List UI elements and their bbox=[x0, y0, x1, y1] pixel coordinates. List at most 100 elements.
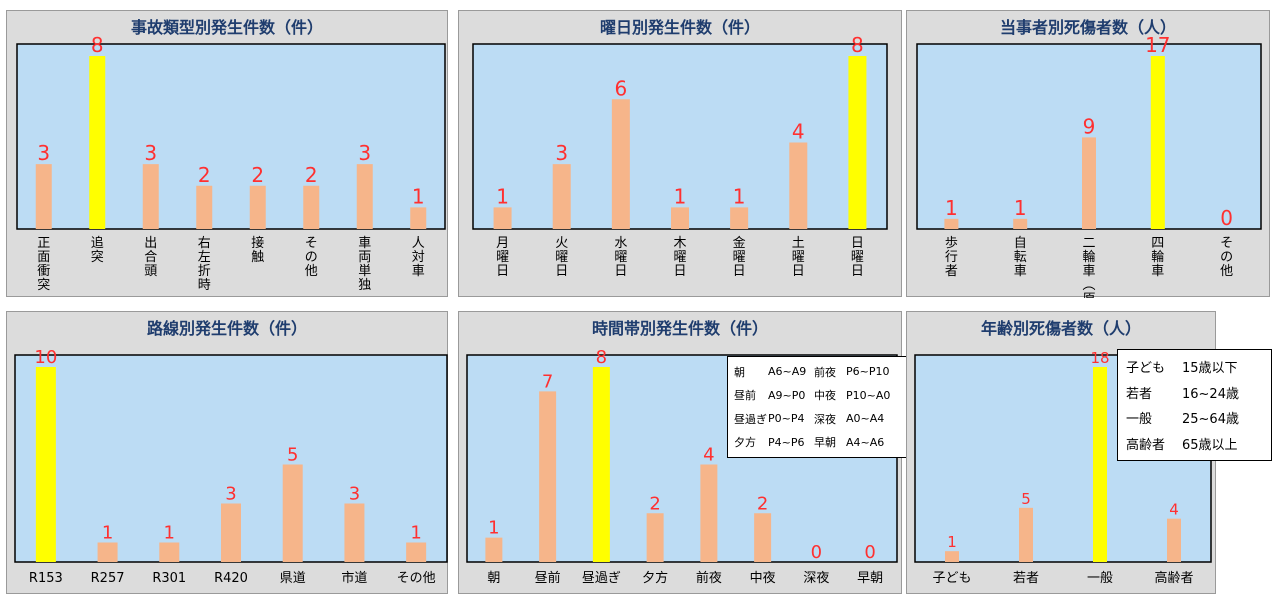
tick-label: そ bbox=[305, 236, 318, 251]
tick-label: そ bbox=[1220, 236, 1233, 251]
tick-label: 自 bbox=[1014, 236, 1027, 251]
tick-label: 時 bbox=[198, 278, 211, 293]
tick-label: 他 bbox=[1220, 264, 1233, 279]
legend-row: 高齢者 65歳以上 bbox=[1126, 431, 1263, 457]
tick-label: 若者 bbox=[1013, 570, 1039, 586]
tick-label: 原 bbox=[1082, 292, 1095, 298]
tick-label: 朝 bbox=[487, 571, 500, 586]
tick-label: その他 bbox=[397, 571, 436, 586]
tick-label: R257 bbox=[91, 571, 125, 586]
data-label: 1 bbox=[674, 184, 687, 208]
tick-label: 日 bbox=[733, 264, 746, 279]
tick-label: 月 bbox=[496, 236, 509, 251]
chart-title: 当事者別死傷者数（人） bbox=[999, 18, 1176, 37]
bar bbox=[1013, 218, 1028, 229]
chart-title: 年齢別死傷者数（人） bbox=[980, 319, 1141, 338]
bar bbox=[485, 537, 503, 562]
plot-area bbox=[472, 43, 888, 230]
data-label: 1 bbox=[733, 184, 746, 208]
bar bbox=[35, 367, 56, 562]
legend-cell: 昼前 bbox=[734, 389, 756, 403]
tick-label: 前夜 bbox=[696, 570, 722, 586]
tick-label: 衝 bbox=[37, 264, 50, 279]
legend-row: 朝 A6~A9 前夜 P6~P10 bbox=[734, 360, 906, 384]
data-label: 3 bbox=[358, 141, 371, 165]
chart-panel-route: 路線別発生件数（件） 10 R153 1 R257 1 R301 3 R420 5 県道 3 市道 1 そ… bbox=[6, 311, 448, 594]
tick-label: R420 bbox=[214, 571, 248, 586]
chart-title: 事故類型別発生件数（件） bbox=[130, 18, 323, 37]
tick-label: 追 bbox=[91, 235, 104, 251]
legend-cell: 朝 bbox=[734, 365, 745, 379]
age-legend: 子ども 15歳以下 若者 16~24歳 一般 25~64歳 高齢者 65歳以上 bbox=[1117, 349, 1272, 461]
tick-label: 早朝 bbox=[857, 571, 883, 586]
tick-label: 曜 bbox=[673, 250, 686, 265]
tick-label: 曜 bbox=[851, 250, 864, 265]
bar bbox=[1167, 518, 1181, 562]
tick-label: 両 bbox=[358, 250, 371, 265]
legend-cell: P6~P10 bbox=[846, 365, 890, 379]
legend-row: 夕方 P4~P6 早朝 A4~A6 bbox=[734, 431, 906, 455]
bar bbox=[1082, 137, 1096, 229]
data-label: 2 bbox=[649, 493, 660, 514]
bar bbox=[89, 56, 106, 229]
data-label: 4 bbox=[792, 120, 805, 144]
bar bbox=[159, 542, 180, 562]
bar bbox=[700, 464, 718, 562]
chart-svg-route: 10 R153 1 R257 1 R301 3 R420 5 県道 3 市道 1 その他 bbox=[14, 347, 448, 586]
legend-row: 昼前 A9~P0 中夜 P10~A0 bbox=[734, 384, 906, 408]
plot-area bbox=[16, 43, 446, 230]
data-label: 0 bbox=[864, 542, 875, 563]
legend-cell: 中夜 bbox=[814, 389, 836, 403]
legend-cell: 65歳以上 bbox=[1182, 437, 1238, 453]
bar bbox=[730, 207, 749, 229]
bar bbox=[1093, 367, 1107, 562]
bar bbox=[592, 367, 610, 562]
tick-label: 右 bbox=[198, 236, 211, 251]
tick-label: 土 bbox=[792, 236, 805, 251]
tick-label: 歩 bbox=[945, 236, 958, 251]
legend-cell: P10~A0 bbox=[846, 388, 891, 402]
legend-cell: A9~P0 bbox=[768, 388, 806, 402]
data-label: 9 bbox=[1083, 114, 1096, 138]
legend-cell: 高齢者 bbox=[1126, 437, 1166, 453]
legend-cell: A4~A6 bbox=[846, 435, 885, 449]
tick-label: 木 bbox=[673, 236, 686, 251]
chart-title: 時間帯別発生件数（件） bbox=[591, 319, 768, 338]
tick-label: 出 bbox=[144, 236, 157, 251]
legend-cell: 昼過ぎ bbox=[734, 412, 767, 426]
chart-title: 路線別発生件数（件） bbox=[146, 319, 307, 338]
data-label: 8 bbox=[91, 33, 104, 57]
tick-label: 子ども bbox=[932, 571, 971, 586]
legend-row: 昼過ぎ P0~P4 深夜 A0~A4 bbox=[734, 407, 906, 431]
legend-cell: 16~24歳 bbox=[1182, 386, 1239, 402]
tick-label: 触 bbox=[251, 250, 264, 265]
data-label: 5 bbox=[287, 445, 298, 466]
bar bbox=[303, 185, 320, 229]
data-label: 7 bbox=[542, 371, 553, 392]
time-legend: 朝 A6~A9 前夜 P6~P10 昼前 A9~P0 中夜 P10~A0 昼過ぎ P0~P4 深夜 A… bbox=[727, 356, 913, 458]
data-label: 1 bbox=[488, 518, 499, 539]
data-label: 3 bbox=[225, 484, 236, 505]
tick-label: 輪 bbox=[1151, 249, 1164, 265]
bar bbox=[221, 503, 241, 562]
bar bbox=[1150, 56, 1165, 229]
bar bbox=[754, 513, 772, 562]
data-label: 3 bbox=[37, 141, 50, 165]
tick-label: 接 bbox=[251, 235, 264, 251]
chart-panel-time-of-day: 時間帯別発生件数（件） 1 朝 7 昼前 8 昼過ぎ 2 夕方 4 前夜 2 中夜 0 深夜 0 早朝 朝 A6… bbox=[458, 311, 913, 594]
tick-label: 曜 bbox=[496, 250, 509, 265]
tick-label: 高齢者 bbox=[1154, 570, 1193, 586]
data-label: 4 bbox=[703, 445, 714, 466]
bar bbox=[539, 391, 557, 562]
tick-label: ︵ bbox=[1082, 278, 1095, 293]
legend-cell: 早朝 bbox=[814, 436, 836, 450]
tick-label: 市道 bbox=[341, 570, 367, 586]
tick-label: 日 bbox=[496, 264, 509, 279]
tick-label: 曜 bbox=[792, 250, 805, 265]
data-label: 1 bbox=[410, 523, 421, 544]
tick-label: 四 bbox=[1151, 236, 1164, 251]
